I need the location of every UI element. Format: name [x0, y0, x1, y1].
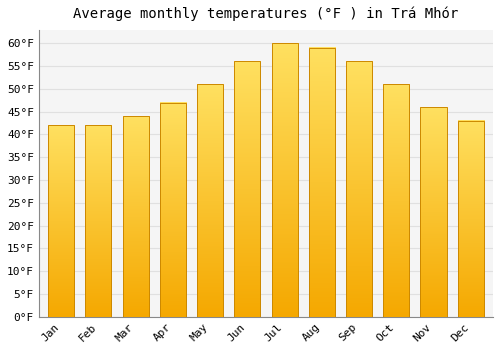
Bar [234, 62, 260, 317]
Bar [383, 84, 409, 317]
Bar [458, 121, 483, 317]
Bar [308, 48, 335, 317]
Bar [420, 107, 446, 317]
Bar [197, 84, 223, 317]
Bar [160, 103, 186, 317]
Bar [346, 62, 372, 317]
Title: Average monthly temperatures (°F ) in Trá Mhór: Average monthly temperatures (°F ) in Tr… [74, 7, 458, 21]
Bar [48, 125, 74, 317]
Bar [272, 43, 297, 317]
Bar [86, 125, 112, 317]
Bar [122, 116, 148, 317]
